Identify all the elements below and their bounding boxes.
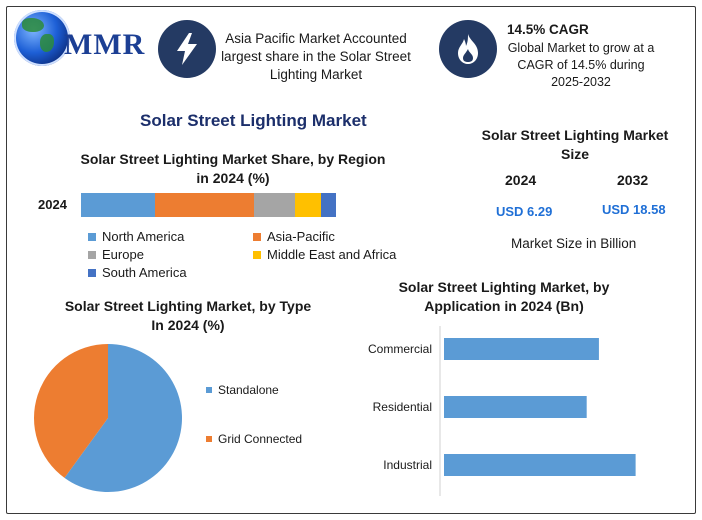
tick-label-commercial: Commercial bbox=[368, 342, 432, 356]
region-highlight-text: Asia Pacific Market Accounted largest sh… bbox=[221, 31, 411, 82]
bar-commercial bbox=[444, 338, 599, 360]
tick-label-residential: Residential bbox=[373, 400, 432, 414]
pie-slice-standalone bbox=[64, 344, 182, 492]
bar-segment-middle-east-and-africa bbox=[295, 193, 321, 217]
size-value-2032: USD 18.58 bbox=[602, 202, 666, 217]
legend-item-middle-east-africa: Middle East and Africa bbox=[253, 247, 396, 262]
legend-swatch bbox=[88, 268, 96, 277]
cagr-description: Global Market to grow at a CAGR of 14.5%… bbox=[507, 41, 655, 89]
size-year-2024: 2024 bbox=[505, 172, 537, 188]
legend-label: North America bbox=[102, 229, 185, 244]
bar-industrial bbox=[444, 454, 636, 476]
legend-swatch bbox=[206, 387, 212, 393]
bar-residential bbox=[444, 396, 587, 418]
legend-item-asia-pacific: Asia-Pacific bbox=[253, 229, 335, 244]
bar-segment-south-america bbox=[320, 193, 336, 217]
legend-swatch bbox=[253, 232, 261, 241]
legend-swatch bbox=[88, 232, 96, 241]
market-size-title: Solar Street Lighting Market Size bbox=[481, 127, 669, 162]
legend-item-north-america: North America bbox=[88, 229, 184, 244]
pie-slice-grid-connected bbox=[33, 344, 108, 478]
legend-label: Middle East and Africa bbox=[267, 247, 397, 262]
bar-segment-asia-pacific bbox=[154, 193, 255, 217]
globe-land-shape bbox=[40, 34, 54, 52]
region-stacked-bar bbox=[81, 193, 336, 217]
market-size-unit-note: Market Size in Billion bbox=[511, 236, 637, 251]
legend-item-grid-connected: Grid Connected bbox=[206, 432, 302, 446]
flame-icon bbox=[439, 20, 497, 78]
application-bar-chart: Commercial Residential Industrial bbox=[368, 326, 636, 496]
size-year-2032: 2032 bbox=[617, 172, 649, 188]
legend-swatch bbox=[206, 436, 212, 442]
brand-logo-text: MMR bbox=[64, 28, 146, 61]
application-chart-title: Solar Street Lighting Market, by Applica… bbox=[398, 279, 610, 314]
cagr-title: 14.5% CAGR bbox=[507, 22, 589, 37]
legend-label: Asia-Pacific bbox=[267, 229, 335, 244]
legend-swatch bbox=[88, 250, 96, 259]
bar-segment-north-america bbox=[81, 193, 155, 217]
legend-label: South America bbox=[102, 265, 187, 280]
legend-item-europe: Europe bbox=[88, 247, 144, 262]
size-value-2024: USD 6.29 bbox=[496, 204, 553, 219]
legend-label: Standalone bbox=[218, 383, 279, 397]
legend-label: Grid Connected bbox=[218, 432, 303, 446]
bar-segment-europe bbox=[254, 193, 296, 217]
page-title: Solar Street Lighting Market bbox=[140, 111, 367, 130]
lightning-icon bbox=[158, 20, 216, 78]
type-chart-title: Solar Street Lighting Market, by Type In… bbox=[64, 298, 312, 333]
region-bar-category-label: 2024 bbox=[38, 197, 67, 212]
region-chart-title: Solar Street Lighting Market Share, by R… bbox=[80, 151, 386, 186]
type-pie-chart bbox=[33, 344, 182, 492]
legend-swatch bbox=[253, 250, 261, 259]
legend-label: Europe bbox=[102, 247, 144, 262]
legend-item-standalone: Standalone bbox=[206, 383, 279, 397]
globe-land-shape bbox=[22, 18, 44, 32]
legend-item-south-america: South America bbox=[88, 265, 187, 280]
tick-label-industrial: Industrial bbox=[383, 458, 432, 472]
